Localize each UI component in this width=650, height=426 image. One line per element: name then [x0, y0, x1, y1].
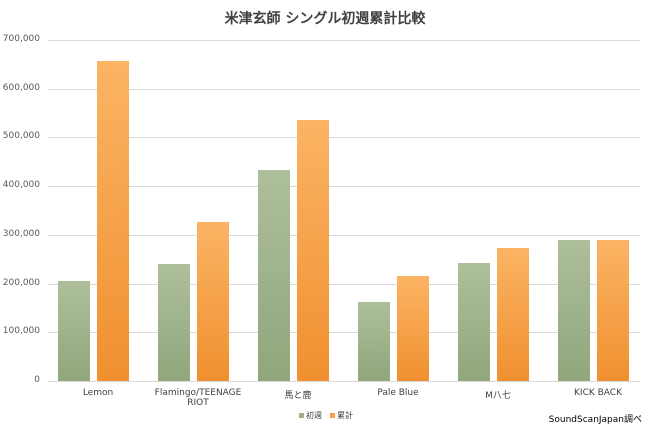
- x-tick-label: M八七: [485, 391, 511, 401]
- bar-cumulative: [197, 221, 229, 381]
- y-tick-label: 200,000: [2, 277, 40, 288]
- plot-area: [48, 40, 640, 382]
- bar-cumulative: [397, 275, 429, 381]
- x-tick-label: Lemon: [82, 388, 114, 398]
- x-tick-label: Pale Blue: [377, 388, 419, 398]
- y-tick-label: 700,000: [2, 34, 40, 44]
- bar-cumulative: [297, 119, 329, 381]
- gridline: [48, 186, 640, 188]
- y-tick-label: 600,000: [2, 82, 40, 93]
- x-tick-label: Flamingo/TEENAGE RIOT: [154, 388, 242, 408]
- gridline: [48, 332, 640, 334]
- legend-swatch-icon: [299, 413, 304, 418]
- bar-cumulative: [597, 239, 629, 381]
- x-tick-label: KICK BACK: [574, 388, 622, 398]
- gridline: [48, 88, 640, 90]
- legend-item-cumulative: 累計: [330, 410, 353, 421]
- x-tick-label: 馬と鹿: [284, 391, 312, 401]
- gridline: [48, 137, 640, 139]
- gridline: [48, 40, 640, 41]
- legend-label: 累計: [337, 411, 353, 420]
- y-tick-label: 500,000: [2, 131, 40, 142]
- gridline: [48, 381, 640, 382]
- chart-title: 米津玄師 シングル初週累計比較: [224, 11, 426, 27]
- y-tick-label: 300,000: [2, 228, 40, 239]
- y-tick-label: 0: [34, 375, 40, 385]
- legend: 初週 累計: [299, 410, 353, 421]
- legend-label: 初週: [306, 411, 322, 420]
- source-annotation: SoundScanJapan調べ: [548, 415, 642, 425]
- bar-first-week: [458, 263, 490, 381]
- bar-cumulative: [97, 60, 129, 381]
- legend-item-first-week: 初週: [299, 410, 322, 421]
- bar-first-week: [158, 264, 190, 381]
- bar-first-week: [58, 281, 90, 381]
- gridline: [48, 283, 640, 285]
- bar-first-week: [558, 239, 590, 381]
- y-tick-label: 100,000: [2, 326, 40, 337]
- bar-first-week: [258, 170, 290, 381]
- bar-first-week: [358, 302, 390, 381]
- y-tick-label: 400,000: [2, 180, 40, 191]
- legend-swatch-icon: [330, 413, 335, 418]
- gridline: [48, 234, 640, 236]
- bar-cumulative: [497, 248, 529, 381]
